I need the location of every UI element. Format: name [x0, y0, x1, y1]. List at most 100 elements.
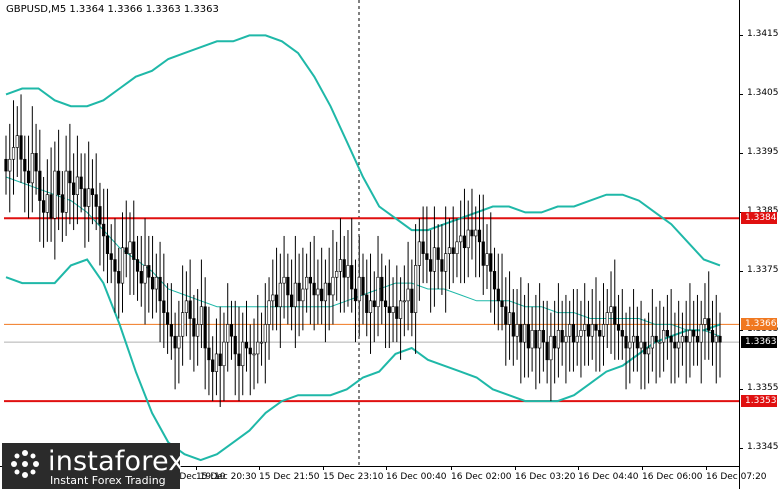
candle-body — [282, 276, 286, 284]
candle-body — [387, 306, 391, 313]
candle-body — [624, 335, 628, 349]
candle-body — [545, 341, 549, 361]
candle-body — [173, 335, 177, 349]
candle-body — [398, 300, 403, 319]
candle-body — [297, 282, 301, 302]
candle-body — [75, 176, 79, 195]
candle-body — [286, 276, 290, 296]
candle-body — [259, 341, 264, 344]
candle-body — [143, 265, 147, 284]
candle-body — [575, 335, 579, 343]
candle-body — [515, 324, 519, 337]
price-tick-label: 1.3405 — [747, 88, 779, 99]
candle-body — [376, 276, 380, 308]
candle-body — [248, 347, 252, 355]
candle-body — [199, 306, 204, 325]
candle-body — [45, 194, 49, 213]
candle-body — [474, 229, 478, 237]
logo-name: instaforex — [48, 446, 185, 477]
candle-body — [507, 312, 512, 325]
candle-body — [417, 241, 421, 266]
candle-body — [534, 330, 538, 349]
candle-body — [90, 188, 95, 195]
candle-body — [323, 282, 328, 302]
candle-body — [135, 259, 140, 272]
price-tick-mark — [739, 153, 743, 155]
candle-body — [455, 241, 459, 254]
candle-body — [673, 341, 677, 349]
candle-body — [211, 359, 215, 372]
candle-body — [365, 294, 369, 313]
candle-body — [556, 330, 561, 349]
candle-body — [451, 247, 455, 254]
candle-body — [658, 341, 662, 344]
candle-body — [218, 353, 222, 367]
candle-body — [526, 324, 530, 349]
candle-body — [68, 170, 72, 184]
candle-body — [395, 306, 399, 319]
candle-body — [214, 353, 219, 372]
candle-body — [590, 324, 594, 337]
candle-body — [8, 158, 12, 172]
logo-subtitle: Instant Forex Trading — [50, 474, 166, 487]
candle-body — [293, 282, 297, 308]
candle-body — [331, 276, 335, 296]
time-tick-mark — [386, 466, 387, 470]
candle-body — [312, 282, 316, 296]
candle-body — [64, 170, 68, 213]
price-tick-mark — [739, 271, 743, 273]
candle-body — [87, 188, 91, 207]
price-tag-1.3366: 1.3366 — [741, 318, 777, 331]
time-tick-mark — [196, 466, 197, 470]
candle-body — [162, 300, 166, 313]
bollinger-upper-band — [5, 34, 721, 267]
candle-body — [19, 135, 23, 160]
candle-body — [616, 324, 621, 331]
candle-body — [646, 347, 651, 355]
candle-body — [4, 158, 8, 172]
time-tick-label: 15 Dec 23:10 — [323, 472, 384, 482]
candle-body — [192, 318, 196, 337]
candle-body — [320, 288, 324, 302]
candle-body — [635, 335, 639, 349]
candle-body — [402, 300, 406, 303]
candle-body — [335, 271, 339, 278]
candle-body — [568, 324, 572, 337]
price-tick-mark — [739, 448, 743, 450]
price-tick-label: 1.3375 — [747, 265, 779, 276]
candle-body — [30, 153, 34, 184]
price-axis — [739, 0, 781, 489]
candle-body — [233, 335, 237, 355]
candle-body — [124, 247, 128, 254]
time-axis-line — [0, 466, 739, 467]
candle-body — [15, 135, 19, 148]
candle-body — [553, 335, 557, 349]
candle-body — [492, 271, 497, 290]
candle-body — [643, 341, 647, 355]
candle-body — [128, 241, 132, 254]
candle-body — [244, 341, 249, 349]
time-tick-label: 16 Dec 06:00 — [642, 472, 703, 482]
candle-body — [522, 324, 527, 343]
candle-body — [327, 282, 331, 296]
broker-logo: instaforex Instant Forex Trading — [2, 443, 184, 489]
candle-body — [560, 330, 564, 343]
candle-body — [444, 253, 448, 272]
candle-body — [680, 335, 685, 343]
time-tick-mark — [451, 466, 452, 470]
candle-body — [406, 288, 410, 302]
candle-body — [628, 341, 632, 349]
candle-body — [410, 288, 414, 313]
candle-body — [60, 194, 64, 213]
candle-body — [564, 335, 568, 343]
candle-body — [113, 259, 117, 272]
candle-body — [504, 306, 508, 325]
candle-body — [477, 229, 482, 243]
candle-body — [707, 318, 711, 331]
candle-body — [177, 335, 181, 349]
candle-body — [383, 300, 388, 308]
candle-body — [278, 282, 282, 308]
candle-body — [34, 153, 38, 172]
